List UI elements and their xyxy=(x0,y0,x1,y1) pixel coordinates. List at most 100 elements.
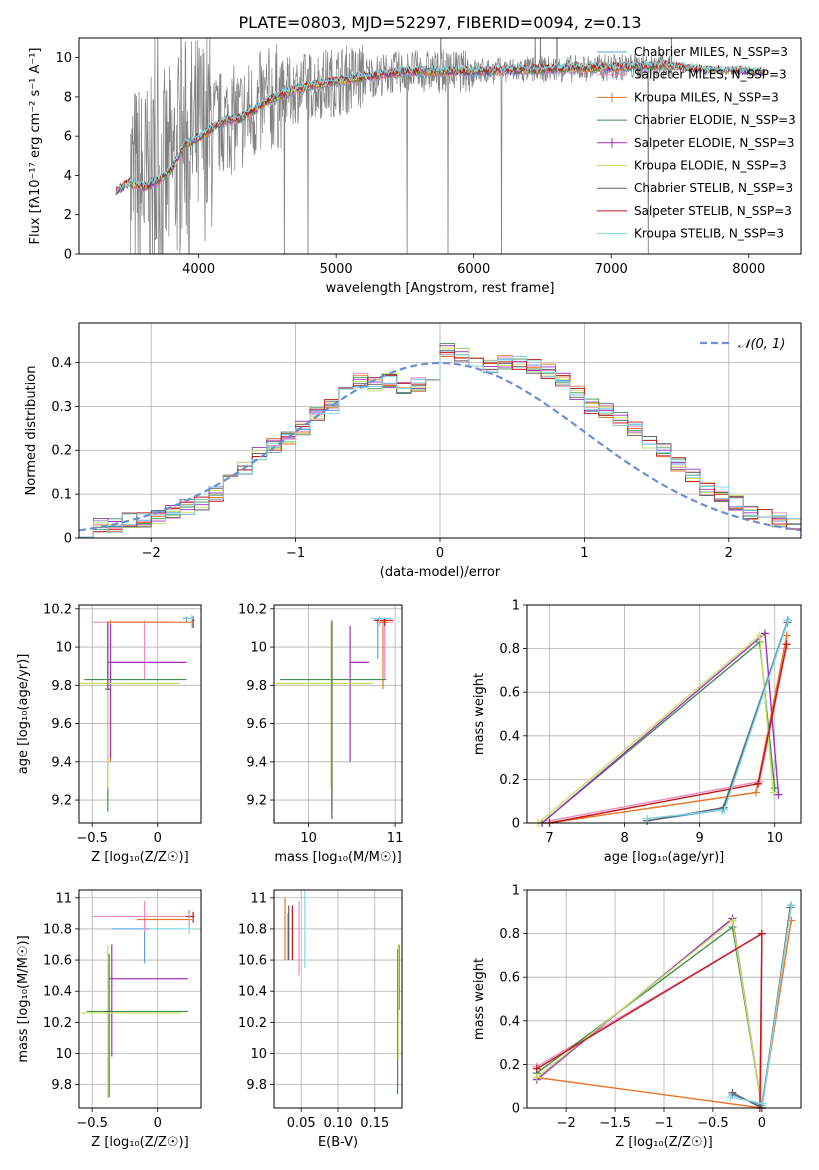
mass-vs-ebv-axes: 0.05 0.10 0.15 9.8 10 10.2 10.4 10.6 10.8 11 E(B-V… xyxy=(238,889,403,1150)
y-tick-label: 0.8 xyxy=(499,642,520,657)
weight-point-marker xyxy=(782,631,791,640)
x-tick-label: 0 xyxy=(154,1116,162,1131)
y-tick-label: 9.8 xyxy=(51,1078,72,1093)
x-axis-label: Z [log₁₀(Z/Z☉)] xyxy=(91,850,188,865)
y-tick-label: 0 xyxy=(64,532,72,547)
x-tick-label: 0.10 xyxy=(324,1116,353,1131)
y-tick-label: 10 xyxy=(55,1047,72,1062)
weight-vs-Z-frame xyxy=(526,889,802,1109)
y-tick-label: 9.6 xyxy=(51,717,72,732)
spectrum-frame xyxy=(78,37,802,255)
weight-vs-Z-axes: −2 −1.5 −1 −0.5 0 0 0.2 0.4 0.6 0.8 1 Z [log₁₀(Z/Z☉… xyxy=(472,884,802,1150)
y-tick-label: 10 xyxy=(55,641,72,656)
age-vs-mass-axes: 10 11 9.2 9.4 9.6 9.8 10 10.2 mass [log₁₀(M/M☉)] xyxy=(238,602,403,865)
y-axis-label: age [log₁₀(age/yr)] xyxy=(16,654,31,775)
x-tick-label: 0 xyxy=(154,831,162,846)
legend-label: Kroupa STELIB, N_SSP=3 xyxy=(634,227,784,241)
x-tick-label: 10 xyxy=(300,831,317,846)
y-tick-label: 9.4 xyxy=(246,755,267,770)
y-tick-label: 11 xyxy=(55,891,72,906)
y-axis-label: mass weight xyxy=(472,673,487,755)
x-tick-label: 5000 xyxy=(320,262,353,277)
weight-vs-age-frame xyxy=(526,604,802,824)
mass-vs-Z-axes: −0.5 0 9.8 10 10.2 10.4 10.6 10.8 11 Z [log₁₀(Z/Z… xyxy=(16,889,202,1150)
weight-point-marker xyxy=(782,640,791,649)
weight-point-marker xyxy=(532,1064,541,1073)
y-tick-label: 0 xyxy=(512,817,520,832)
x-tick-label: 10 xyxy=(766,831,783,846)
y-axis-label: Flux [fλ10⁻¹⁷ erg cm⁻² s⁻¹ A⁻¹] xyxy=(28,48,43,245)
x-tick-label: −1 xyxy=(654,1116,673,1131)
y-tick-label: 0.2 xyxy=(499,773,520,788)
legend-label: Kroupa ELODIE, N_SSP=3 xyxy=(634,159,787,173)
weight-point-marker xyxy=(728,1088,737,1097)
x-tick-label: 0 xyxy=(758,1116,766,1131)
y-tick-label: 2 xyxy=(64,208,72,223)
weight-point-marker xyxy=(754,779,763,788)
x-tick-label: 8000 xyxy=(732,262,765,277)
y-tick-label: 10.2 xyxy=(238,602,267,617)
x-axis-label: Z [log₁₀(Z/Z☉)] xyxy=(91,1135,188,1150)
y-tick-label: 6 xyxy=(64,130,72,145)
weight-point-marker xyxy=(774,790,783,799)
y-tick-label: 11 xyxy=(250,891,267,906)
x-tick-label: 4000 xyxy=(182,262,215,277)
y-tick-label: 0 xyxy=(512,1102,520,1117)
weight-point-marker xyxy=(728,916,737,925)
weight-point-marker xyxy=(726,1093,735,1102)
weight-point-marker xyxy=(784,616,793,625)
x-tick-label: −1 xyxy=(286,546,305,561)
x-axis-label: age [log₁₀(age/yr)] xyxy=(604,850,725,865)
y-tick-label: 10.4 xyxy=(43,985,72,1000)
y-tick-label: 0.3 xyxy=(51,400,72,415)
normal-curve xyxy=(79,361,801,532)
legend-label: Chabrier MILES, N_SSP=3 xyxy=(634,45,788,59)
y-tick-label: 0.4 xyxy=(499,729,520,744)
weight-point-marker xyxy=(757,929,766,938)
weight-point-marker xyxy=(755,631,764,640)
y-tick-label: 10.8 xyxy=(238,922,267,937)
y-axis-label: Normed distribution xyxy=(24,366,39,496)
x-tick-label: −0.5 xyxy=(697,1116,729,1131)
spectrum-axes: 4000 5000 6000 7000 8000 0 2 4 6 8 10 wavelength [A… xyxy=(28,37,802,296)
x-tick-label: 6000 xyxy=(457,262,490,277)
y-tick-label: 10.8 xyxy=(43,922,72,937)
y-tick-label: 9.4 xyxy=(51,755,72,770)
mass-vs-Z-frame xyxy=(78,889,202,1109)
x-tick-label: −0.5 xyxy=(76,1116,108,1131)
legend-label: 𝒩(0, 1) xyxy=(738,337,785,352)
weight-series-line xyxy=(536,920,792,1108)
legend-label: Salpeter ELODIE, N_SSP=3 xyxy=(634,136,795,150)
x-tick-label: 7 xyxy=(545,831,553,846)
x-tick-label: 0 xyxy=(436,546,444,561)
y-tick-label: 0.2 xyxy=(51,444,72,459)
legend-label: Chabrier ELODIE, N_SSP=3 xyxy=(634,113,796,127)
x-tick-label: −2 xyxy=(557,1116,576,1131)
y-tick-label: 0.2 xyxy=(499,1058,520,1073)
observed-spectrum-line xyxy=(129,38,674,254)
y-tick-label: 8 xyxy=(64,90,72,105)
legend-label: Salpeter STELIB, N_SSP=3 xyxy=(634,204,792,218)
y-tick-label: 10.4 xyxy=(238,985,267,1000)
x-tick-label: 11 xyxy=(387,831,404,846)
model-spectrum-line xyxy=(115,58,766,193)
y-tick-label: 0.4 xyxy=(51,356,72,371)
age-vs-Z-frame xyxy=(78,604,202,824)
weight-point-marker xyxy=(643,814,652,823)
y-tick-label: 9.2 xyxy=(246,794,267,809)
y-tick-label: 10.2 xyxy=(43,1016,72,1031)
x-tick-label: 1 xyxy=(580,546,588,561)
y-tick-label: 1 xyxy=(512,599,520,614)
age-vs-mass-frame xyxy=(273,604,403,824)
x-axis-label: wavelength [Angstrom, rest frame] xyxy=(326,281,555,296)
weight-vs-age-axes: 7 8 9 10 0 0.2 0.4 0.6 0.8 1 age [log₁₀(age/yr)] ma… xyxy=(472,599,802,865)
residuals-frame xyxy=(78,322,802,539)
y-tick-label: 10.6 xyxy=(43,954,72,969)
y-tick-label: 9.8 xyxy=(246,679,267,694)
y-tick-label: 9.2 xyxy=(51,794,72,809)
y-tick-label: 9.8 xyxy=(246,1078,267,1093)
x-tick-label: 0.05 xyxy=(287,1116,316,1131)
x-tick-label: 8 xyxy=(620,831,628,846)
x-tick-label: −2 xyxy=(142,546,161,561)
